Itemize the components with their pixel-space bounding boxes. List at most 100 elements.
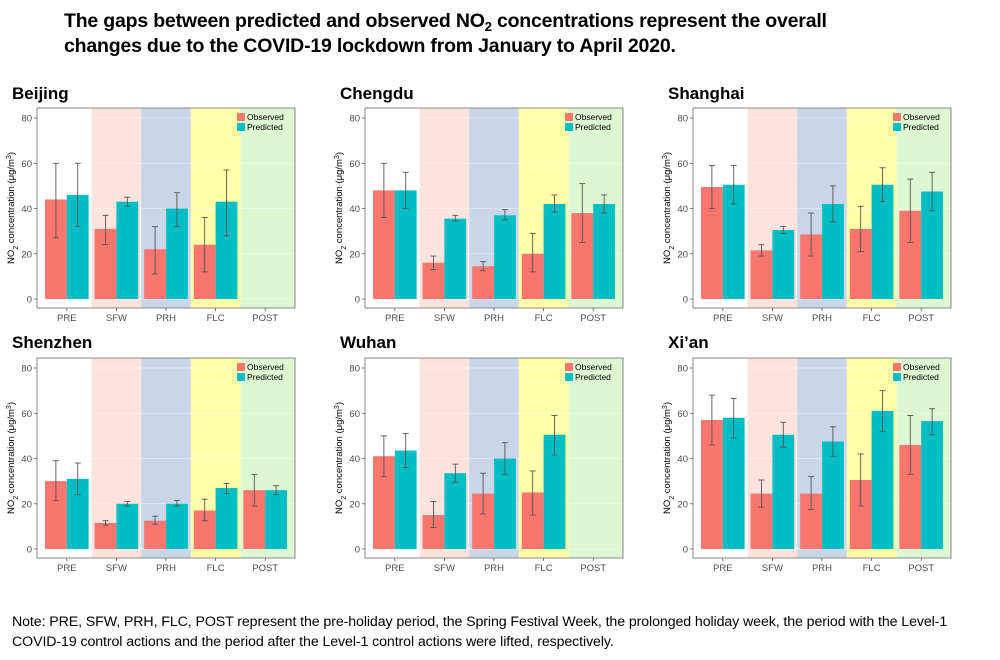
errorbar-predicted-pre bbox=[74, 162, 81, 228]
errorbar-observed-sfw bbox=[102, 214, 109, 246]
y-tick-label: 0 bbox=[683, 545, 688, 556]
errorbar-observed-flc bbox=[201, 217, 208, 273]
bar-observed-flc bbox=[849, 228, 872, 299]
errorbar-observed-prh bbox=[808, 476, 815, 510]
x-tick-label-pre: PRE bbox=[713, 563, 733, 574]
legend-swatch-predicted bbox=[237, 123, 245, 131]
y-tick-label: 80 bbox=[349, 114, 360, 125]
errorbar-predicted-sfw bbox=[124, 196, 131, 207]
y-axis-label-part: 3 bbox=[662, 155, 669, 159]
bar-observed-pre bbox=[700, 187, 723, 299]
y-tick-label: 20 bbox=[21, 249, 32, 260]
y-tick-label: 80 bbox=[21, 114, 32, 125]
bar-predicted-prh bbox=[494, 458, 516, 549]
legend-label-observed: Observed bbox=[247, 362, 284, 372]
x-tick-label-pre: PRE bbox=[385, 313, 405, 324]
x-tick-label-pre: PRE bbox=[57, 313, 77, 324]
city-title-chengdu: Chengdu bbox=[340, 84, 414, 103]
y-tick-label: 20 bbox=[349, 249, 360, 260]
x-tick-label-prh: PRH bbox=[156, 313, 176, 324]
y-tick-label: 40 bbox=[21, 204, 32, 215]
errorbar-predicted-pre bbox=[730, 165, 737, 205]
legend-swatch-observed bbox=[893, 113, 901, 121]
y-tick-label: 20 bbox=[349, 499, 360, 510]
bar-observed-flc bbox=[193, 510, 216, 549]
bar-predicted-flc bbox=[871, 410, 894, 549]
y-axis-label-part: NO bbox=[6, 500, 17, 514]
bar-predicted-post bbox=[921, 421, 944, 549]
x-tick-label-sfw: SFW bbox=[434, 563, 455, 574]
errorbar-observed-pre bbox=[708, 165, 715, 209]
bar-observed-pre bbox=[44, 481, 67, 549]
chart-shenzhen: 0 20 40 60 80 PRE SFW PRH FLC POST NO2 concentrati… bbox=[6, 357, 296, 574]
x-tick-label-flc: FLC bbox=[207, 313, 225, 324]
x-tick-label-flc: FLC bbox=[207, 563, 225, 574]
bar-observed-sfw bbox=[750, 250, 773, 299]
errorbar-observed-sfw bbox=[758, 244, 765, 257]
errorbar-predicted-flc bbox=[551, 194, 558, 213]
y-axis-label-part: 2 bbox=[669, 246, 676, 250]
y-axis-label-part: 2 bbox=[669, 496, 676, 500]
bar-predicted-flc bbox=[871, 184, 894, 299]
bar-predicted-sfw bbox=[772, 229, 795, 299]
y-tick-label: 60 bbox=[677, 159, 688, 170]
legend-label-observed: Observed bbox=[247, 112, 284, 122]
legend-swatch-predicted bbox=[893, 123, 901, 131]
chart-chengdu: 0 20 40 60 80 PRE SFW PRH FLC POST NO2 concentrati… bbox=[334, 107, 624, 324]
bar-predicted-post bbox=[265, 490, 288, 549]
bar-observed-flc bbox=[521, 253, 544, 299]
errorbar-predicted-post bbox=[273, 485, 280, 496]
x-tick-label-pre: PRE bbox=[713, 313, 733, 324]
legend-swatch-observed bbox=[893, 363, 901, 371]
errorbar-observed-pre bbox=[52, 460, 59, 501]
bar-observed-pre bbox=[372, 190, 395, 299]
period-band-post bbox=[240, 108, 295, 308]
errorbar-predicted-post bbox=[929, 408, 936, 436]
errorbar-observed-pre bbox=[380, 162, 387, 219]
errorbar-observed-pre bbox=[52, 162, 59, 239]
y-axis-label-part: ) bbox=[662, 152, 673, 155]
errorbar-predicted-prh bbox=[501, 442, 508, 475]
title-subscript: 2 bbox=[484, 19, 492, 34]
legend-swatch-predicted bbox=[237, 373, 245, 381]
errorbar-observed-prh bbox=[480, 261, 487, 272]
errorbar-predicted-pre bbox=[402, 171, 409, 209]
y-axis-label-part: NO bbox=[334, 500, 345, 514]
legend-label-predicted: Predicted bbox=[247, 372, 283, 382]
y-tick-label: 40 bbox=[677, 204, 688, 215]
bar-predicted-post bbox=[921, 191, 944, 299]
x-tick-label-sfw: SFW bbox=[106, 563, 127, 574]
bar-predicted-prh bbox=[494, 215, 516, 299]
y-axis-label-part: 2 bbox=[341, 246, 348, 250]
y-axis-label: NO2 concentration (μg/m3) bbox=[334, 402, 348, 514]
errorbar-observed-post bbox=[579, 183, 586, 243]
x-tick-label-sfw: SFW bbox=[762, 563, 783, 574]
y-tick-label: 40 bbox=[677, 454, 688, 465]
bar-observed-sfw bbox=[422, 515, 445, 549]
y-axis-label-part: 2 bbox=[13, 246, 20, 250]
bar-observed-sfw bbox=[422, 262, 445, 299]
period-band-post bbox=[568, 358, 623, 558]
errorbar-observed-sfw bbox=[758, 479, 765, 508]
bar-predicted-sfw bbox=[116, 201, 139, 299]
y-axis-label-part: NO bbox=[662, 250, 673, 264]
x-tick-label-sfw: SFW bbox=[434, 313, 455, 324]
bar-predicted-pre bbox=[722, 184, 745, 299]
legend-swatch-predicted bbox=[893, 373, 901, 381]
legend-label-predicted: Predicted bbox=[903, 372, 939, 382]
errorbar-predicted-sfw bbox=[780, 226, 787, 234]
bar-predicted-flc bbox=[215, 201, 238, 299]
bar-predicted-pre bbox=[66, 194, 89, 299]
y-tick-label: 80 bbox=[349, 364, 360, 375]
bar-predicted-flc bbox=[543, 203, 566, 299]
y-axis-label-part: concentration (μg/m bbox=[6, 409, 17, 496]
y-axis-label-part: 2 bbox=[13, 496, 20, 500]
y-axis-label-part: concentration (μg/m bbox=[662, 159, 673, 246]
legend-label-predicted: Predicted bbox=[903, 122, 939, 132]
legend-swatch-predicted bbox=[565, 373, 573, 381]
y-axis-label-part: ) bbox=[334, 402, 345, 405]
legend-swatch-observed bbox=[237, 363, 245, 371]
y-axis-label: NO2 concentration (μg/m3) bbox=[6, 402, 20, 514]
city-title-shanghai: Shanghai bbox=[668, 84, 745, 103]
errorbar-observed-flc bbox=[857, 453, 864, 507]
